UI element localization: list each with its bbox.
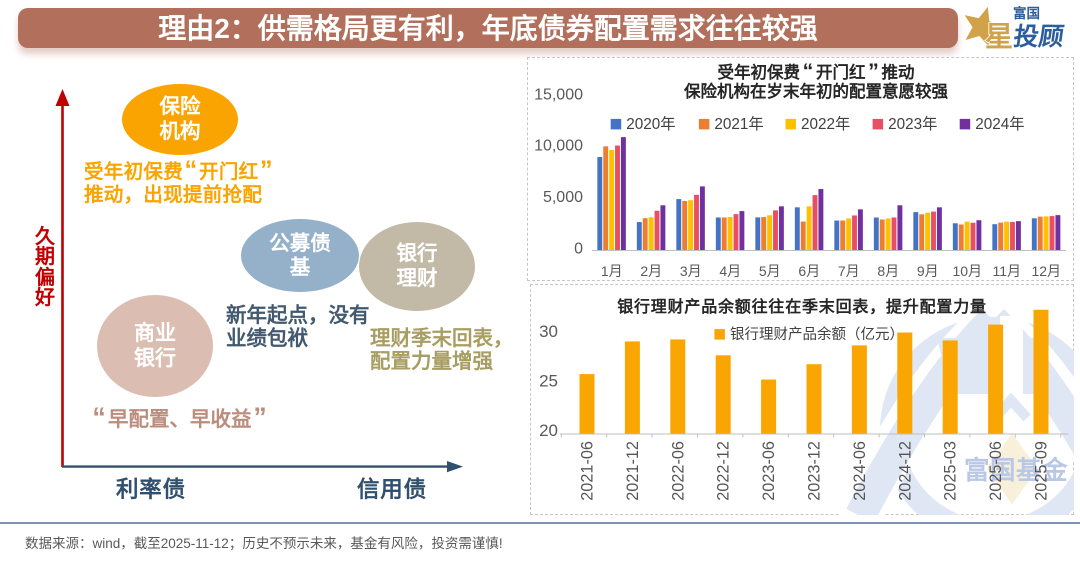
svg-text:2023-12: 2023-12 (806, 441, 824, 501)
svg-text:10,000: 10,000 (534, 138, 583, 155)
svg-text:投顾: 投顾 (1012, 22, 1066, 51)
svg-text:1月: 1月 (601, 263, 623, 279)
svg-text:银行理财产品余额（亿元）: 银行理财产品余额（亿元） (730, 325, 904, 343)
svg-text:2023-06: 2023-06 (760, 441, 778, 501)
svg-text:富国基金: 富国基金 (964, 456, 1068, 485)
svg-text:12月: 12月 (1031, 263, 1061, 279)
svg-text:2021-06: 2021-06 (579, 441, 597, 501)
svg-text:6月: 6月 (798, 263, 820, 279)
svg-text:2025-03: 2025-03 (942, 441, 960, 501)
svg-text:4月: 4月 (719, 263, 741, 279)
svg-text:10月: 10月 (952, 263, 982, 279)
svg-text:2021年: 2021年 (714, 116, 763, 133)
svg-text:2025-06: 2025-06 (987, 441, 1005, 501)
svg-text:2024-06: 2024-06 (851, 441, 869, 501)
svg-text:2023年: 2023年 (888, 116, 937, 133)
svg-text:8月: 8月 (877, 263, 899, 279)
svg-text:2022-12: 2022-12 (715, 441, 733, 501)
svg-text:2021-12: 2021-12 (624, 441, 642, 501)
svg-text:2022-06: 2022-06 (669, 441, 687, 501)
svg-text:2025-09: 2025-09 (1033, 441, 1051, 501)
svg-text:0: 0 (574, 241, 583, 258)
svg-text:2022年: 2022年 (801, 116, 850, 133)
svg-text:2月: 2月 (640, 263, 662, 279)
svg-text:5月: 5月 (759, 263, 781, 279)
svg-text:25: 25 (539, 372, 558, 391)
svg-text:9月: 9月 (917, 263, 939, 279)
svg-text:2020年: 2020年 (626, 116, 675, 133)
svg-text:7月: 7月 (838, 263, 860, 279)
svg-text:20: 20 (539, 421, 558, 440)
svg-text:2024-12: 2024-12 (896, 441, 914, 501)
svg-text:5,000: 5,000 (543, 189, 583, 206)
svg-text:富国: 富国 (1013, 5, 1040, 21)
svg-text:30: 30 (539, 322, 558, 341)
svg-text:3月: 3月 (680, 263, 702, 279)
svg-text:星: 星 (985, 21, 1013, 52)
svg-text:11月: 11月 (992, 263, 1021, 279)
svg-text:2024年: 2024年 (975, 116, 1024, 133)
svg-text:15,000: 15,000 (534, 87, 583, 104)
